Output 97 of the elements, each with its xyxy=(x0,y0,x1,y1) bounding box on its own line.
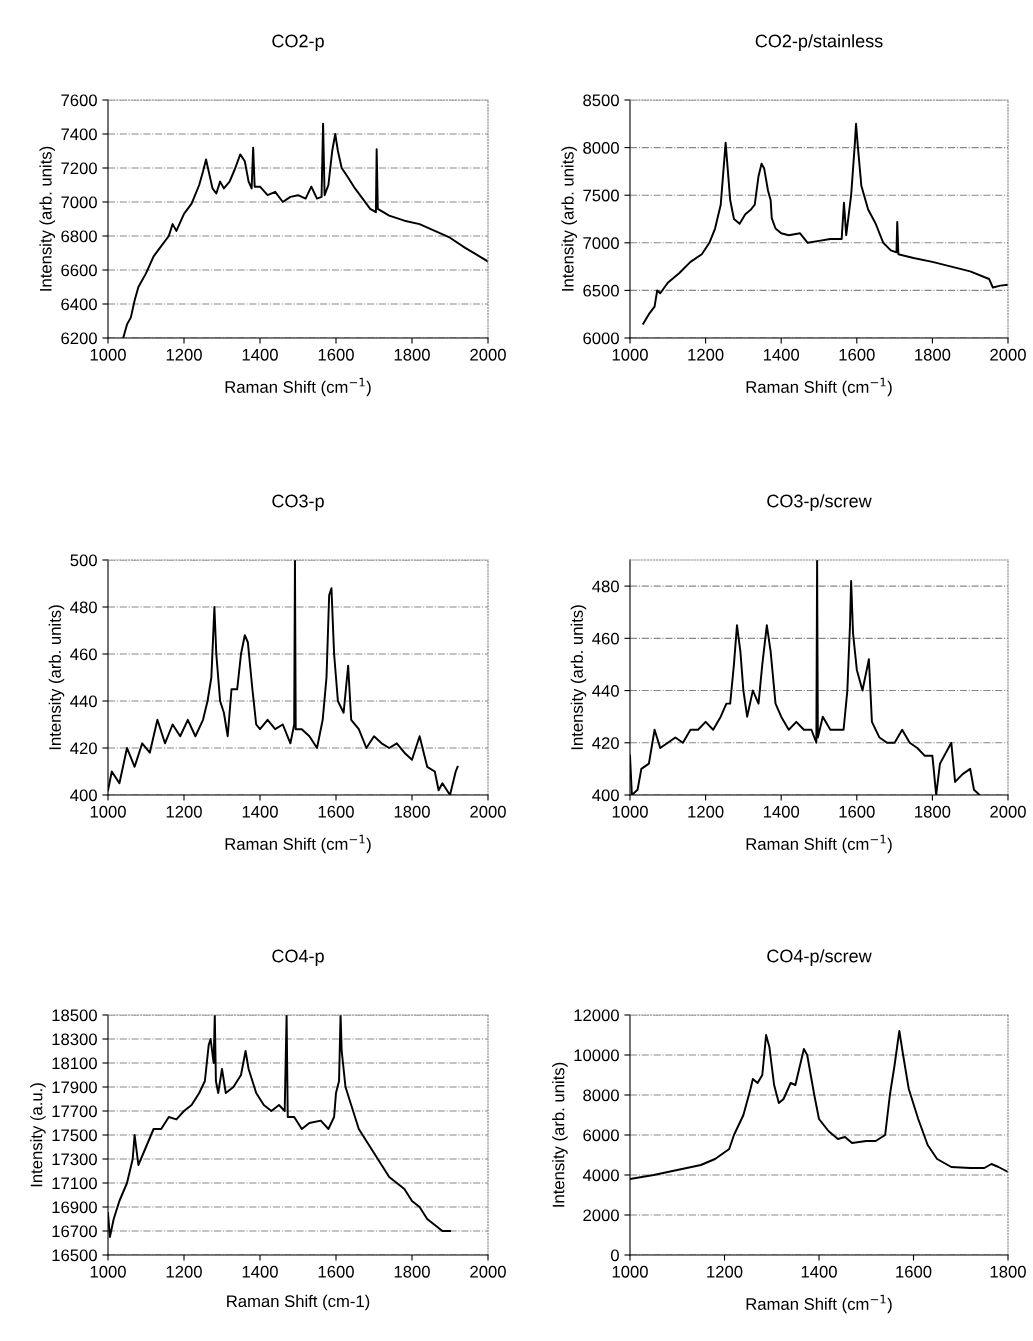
y-tick-label: 500 xyxy=(70,554,97,567)
y-tick-label: 400 xyxy=(592,789,619,802)
y-tick-label: 420 xyxy=(70,742,97,755)
y-tick-label: 440 xyxy=(592,684,619,697)
x-tick-label: 1800 xyxy=(915,348,951,361)
x-tick-label: 1800 xyxy=(394,805,430,818)
x-tick-label: 1600 xyxy=(896,1265,932,1278)
x-axis-title: Raman Shift (cm$^{−1}$) xyxy=(746,377,892,397)
x-tick-label: 1200 xyxy=(166,805,202,818)
y-tick-label: 6400 xyxy=(61,298,97,311)
x-tick-label: 1800 xyxy=(394,348,430,361)
y-tick-label: 18300 xyxy=(52,1033,97,1046)
x-tick-label: 1200 xyxy=(166,348,202,361)
x-tick-label: 1200 xyxy=(688,348,724,361)
y-axis-title: Intensity (arb. units) xyxy=(561,146,577,291)
y-tick-label: 460 xyxy=(592,632,619,645)
x-tick-label: 1000 xyxy=(90,1265,126,1278)
y-tick-label: 8000 xyxy=(583,142,619,154)
y-tick-label: 480 xyxy=(592,580,619,593)
x-tick-label: 1400 xyxy=(763,805,800,818)
y-axis-title: Intensity (arb. units) xyxy=(570,605,587,750)
y-tick-label: 420 xyxy=(592,737,619,749)
y-tick-label: 6500 xyxy=(583,284,619,297)
x-axis-title: Raman Shift (cm$^{−1}$) xyxy=(225,377,371,397)
x-tick-label: 1800 xyxy=(394,1265,430,1278)
x-tick-label: 1400 xyxy=(763,348,800,361)
y-tick-label: 6600 xyxy=(61,264,97,277)
x-tick-label: 1600 xyxy=(318,1265,354,1278)
y-tick-label: 480 xyxy=(70,601,97,614)
y-tick-label: 460 xyxy=(70,648,97,661)
y-tick-label: 2000 xyxy=(583,1209,619,1222)
x-tick-label: 1800 xyxy=(915,805,951,818)
x-axis-title: Raman Shift (cm$^{−1}$) xyxy=(746,834,892,854)
x-tick-label: 1600 xyxy=(318,805,354,818)
y-tick-label: 16900 xyxy=(52,1201,97,1214)
y-tick-label: 7000 xyxy=(61,196,97,209)
y-tick-label: 7400 xyxy=(61,128,97,141)
y-tick-label: 7000 xyxy=(583,237,619,249)
x-tick-label: 1400 xyxy=(242,348,278,361)
y-tick-label: 0 xyxy=(610,1249,619,1262)
y-axis-title: Intensity (arb. units) xyxy=(48,605,65,750)
y-tick-label: 6200 xyxy=(61,332,97,345)
y-tick-label: 16700 xyxy=(52,1225,97,1238)
y-tick-label: 7500 xyxy=(583,189,619,202)
x-tick-label: 1600 xyxy=(318,348,354,361)
y-tick-label: 16500 xyxy=(52,1249,97,1262)
y-tick-label: 8500 xyxy=(583,94,619,107)
y-tick-label: 6000 xyxy=(583,1129,619,1142)
x-axis-title: Raman Shift (cm$^{−1}$) xyxy=(746,1294,892,1314)
x-axis-title: Raman Shift (cm$^{−1}$) xyxy=(225,834,371,854)
y-tick-label: 4000 xyxy=(582,1169,619,1182)
chart-title: CO4-p xyxy=(272,949,324,966)
y-axis-title: Intensity (a.u.) xyxy=(30,1083,46,1187)
x-tick-label: 1000 xyxy=(612,1265,648,1278)
x-tick-label: 1200 xyxy=(166,1265,202,1278)
x-axis-title: Raman Shift (cm-1) xyxy=(227,1294,370,1311)
x-tick-label: 1000 xyxy=(612,348,648,361)
y-tick-label: 12000 xyxy=(574,1009,619,1022)
y-tick-label: 6000 xyxy=(583,332,619,345)
y-tick-label: 17500 xyxy=(52,1129,97,1142)
x-tick-label: 1000 xyxy=(90,348,126,361)
chart-title: CO2-p/stainless xyxy=(755,34,883,51)
y-tick-label: 6800 xyxy=(61,230,97,243)
y-tick-label: 7200 xyxy=(61,162,97,175)
x-tick-label: 1400 xyxy=(801,1265,837,1278)
y-tick-label: 10000 xyxy=(574,1049,619,1062)
x-tick-label: 1200 xyxy=(688,805,724,818)
y-tick-label: 7600 xyxy=(61,94,97,107)
x-tick-label: 1400 xyxy=(242,1265,278,1278)
x-tick-label: 1400 xyxy=(242,805,278,818)
x-tick-label: 2000 xyxy=(990,805,1026,818)
chart-title: CO2-p xyxy=(272,34,324,51)
chart-title: CO3-p/screw xyxy=(767,494,872,511)
y-axis-title: Intensity (arb. units) xyxy=(39,146,55,291)
x-tick-label: 1200 xyxy=(707,1265,743,1278)
x-tick-label: 2000 xyxy=(990,348,1026,361)
chart-title: CO4-p/screw xyxy=(767,949,872,966)
y-tick-label: 17300 xyxy=(52,1153,97,1166)
y-tick-label: 440 xyxy=(70,695,97,708)
y-tick-label: 8000 xyxy=(583,1089,619,1102)
y-tick-label: 17100 xyxy=(52,1177,97,1190)
x-tick-label: 1600 xyxy=(839,348,875,361)
x-tick-label: 1800 xyxy=(990,1265,1026,1278)
x-tick-label: 2000 xyxy=(470,348,506,361)
y-tick-label: 400 xyxy=(70,789,97,802)
y-tick-label: 18100 xyxy=(52,1057,97,1070)
y-tick-label: 17700 xyxy=(52,1105,97,1118)
y-tick-label: 17900 xyxy=(52,1081,97,1094)
x-tick-label: 1000 xyxy=(612,805,648,818)
line-series xyxy=(642,122,1008,325)
x-tick-label: 1000 xyxy=(90,805,126,818)
x-tick-label: 1600 xyxy=(839,805,875,818)
y-axis-title: Intensity (arb. units) xyxy=(552,1062,568,1207)
x-tick-label: 2000 xyxy=(470,1265,506,1278)
x-tick-label: 2000 xyxy=(470,805,506,818)
y-tick-label: 18500 xyxy=(52,1009,97,1022)
chart-title: CO3-p xyxy=(272,494,324,511)
